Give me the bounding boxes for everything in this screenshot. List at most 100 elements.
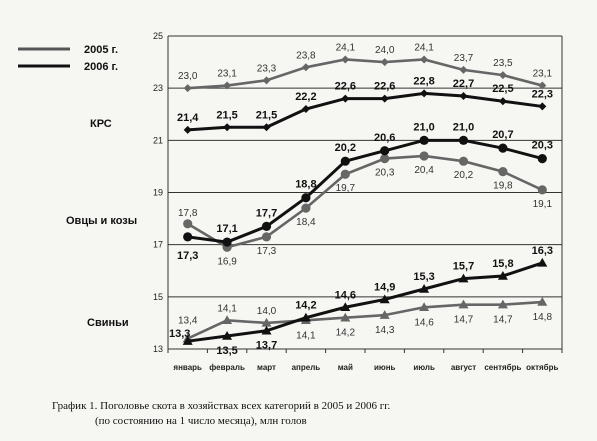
- data-point-1-0: [380, 153, 390, 164]
- data-point-1-0: [301, 203, 311, 213]
- data-point-2-0: [458, 299, 469, 309]
- data-point-0-1: [498, 97, 507, 106]
- data-point-2-1: [497, 270, 508, 280]
- data-label-1-0: 20,3: [375, 168, 395, 179]
- data-label-0-1: 22,3: [532, 88, 553, 100]
- data-label-2-1: 13,7: [256, 340, 277, 352]
- data-label-2-0: 14,1: [217, 303, 237, 314]
- x-tick-label: май: [338, 363, 353, 372]
- data-point-2-0: [340, 312, 351, 322]
- y-tick-label: 23: [153, 83, 163, 93]
- x-tick-label: август: [451, 363, 476, 372]
- legend-label-2005: 2005 г.: [84, 44, 118, 56]
- category-label-krs: КРС: [90, 118, 112, 130]
- series-line-1-0: [187, 154, 543, 249]
- data-point-0-0: [301, 63, 310, 72]
- data-point-2-1: [458, 273, 469, 283]
- x-tick-label: октябрь: [526, 363, 558, 372]
- data-point-2-1: [379, 294, 390, 304]
- data-label-1-1: 17,7: [256, 207, 277, 219]
- caption-line-1: График 1. Поголовье скота в хозяйствах в…: [52, 400, 391, 412]
- data-label-2-0: 14,3: [375, 325, 395, 336]
- series-line-2-0: [187, 300, 543, 340]
- y-tick-label: 17: [153, 240, 163, 250]
- x-tick-label: март: [257, 363, 276, 372]
- data-label-2-1: 15,7: [453, 261, 474, 273]
- data-point-0-0: [380, 58, 389, 67]
- data-label-0-1: 21,5: [216, 109, 237, 121]
- category-label-sheep: Овцы и козы: [66, 215, 137, 227]
- data-label-1-1: 20,3: [532, 140, 553, 152]
- data-label-2-0: 14,6: [414, 317, 434, 328]
- x-tick-label: сентябрь: [484, 363, 521, 372]
- data-label-1-0: 16,9: [217, 256, 237, 267]
- data-point-1-1: [340, 156, 350, 166]
- data-point-1-1: [301, 193, 311, 203]
- data-label-0-0: 23,3: [257, 63, 277, 74]
- data-point-0-0: [459, 65, 468, 74]
- data-label-0-0: 23,0: [178, 71, 198, 82]
- y-tick-label: 15: [153, 292, 163, 302]
- data-point-2-0: [261, 317, 272, 327]
- y-tick-label: 13: [153, 344, 163, 354]
- data-label-0-1: 22,6: [374, 81, 395, 93]
- data-point-2-0: [537, 297, 548, 306]
- data-label-1-1: 17,1: [216, 223, 237, 235]
- data-label-0-1: 22,5: [492, 83, 513, 95]
- data-point-1-1: [261, 221, 272, 232]
- data-point-1-0: [458, 156, 469, 166]
- data-label-2-1: 14,2: [295, 300, 316, 312]
- data-label-0-0: 24,0: [375, 45, 395, 56]
- data-label-0-0: 23,1: [217, 69, 237, 80]
- category-label-pigs: Свиньи: [87, 317, 129, 329]
- data-point-0-1: [341, 94, 350, 103]
- data-point-0-1: [538, 102, 547, 111]
- data-label-2-0: 14,2: [336, 328, 356, 339]
- data-point-1-0: [419, 151, 429, 161]
- data-point-2-1: [261, 325, 272, 335]
- data-label-1-0: 20,2: [454, 170, 474, 181]
- data-label-0-1: 22,6: [335, 81, 356, 93]
- data-label-2-1: 15,3: [413, 271, 434, 283]
- y-tick-label: 21: [153, 135, 163, 145]
- data-point-2-1: [222, 330, 233, 340]
- data-label-1-0: 17,8: [178, 208, 198, 219]
- data-label-1-1: 21,0: [453, 121, 474, 133]
- y-tick-label: 25: [153, 31, 163, 41]
- data-label-1-1: 20,7: [492, 129, 513, 141]
- y-tick-label: 19: [153, 188, 163, 198]
- data-point-1-0: [183, 219, 193, 229]
- data-label-1-1: 20,2: [335, 142, 356, 154]
- data-point-1-1: [380, 146, 390, 156]
- series-line-0-1: [187, 91, 543, 132]
- data-point-2-0: [497, 299, 508, 309]
- series-line-1-1: [187, 138, 543, 244]
- data-label-2-1: 13,5: [216, 345, 237, 357]
- data-point-0-0: [420, 55, 429, 64]
- data-point-1-0: [261, 232, 272, 242]
- data-point-2-1: [182, 336, 193, 345]
- data-point-1-1: [458, 135, 469, 145]
- series-line-2-1: [187, 261, 543, 343]
- data-label-0-1: 21,5: [256, 109, 277, 121]
- data-label-0-1: 22,8: [413, 75, 434, 87]
- data-label-0-1: 22,2: [295, 91, 316, 103]
- x-tick-label: апрель: [292, 363, 321, 372]
- data-label-1-0: 18,4: [296, 217, 316, 228]
- data-label-2-1: 13,3: [169, 328, 190, 340]
- data-label-0-0: 23,7: [454, 53, 474, 64]
- chart-caption: График 1. Поголовье скота в хозяйствах в…: [52, 399, 572, 429]
- data-label-2-1: 15,8: [492, 258, 513, 270]
- data-point-0-1: [262, 123, 271, 132]
- data-point-1-0: [340, 169, 350, 179]
- data-label-2-0: 14,7: [454, 315, 474, 326]
- data-label-2-1: 14,9: [374, 281, 395, 293]
- data-point-0-1: [459, 91, 468, 100]
- data-label-2-0: 14,1: [296, 330, 316, 341]
- data-point-0-0: [183, 84, 192, 93]
- data-point-2-1: [300, 312, 311, 322]
- data-label-1-1: 17,3: [177, 250, 198, 262]
- x-tick-label: июль: [413, 363, 435, 372]
- caption-line-2: (по состоянию на 1 число месяца), млн го…: [95, 415, 307, 427]
